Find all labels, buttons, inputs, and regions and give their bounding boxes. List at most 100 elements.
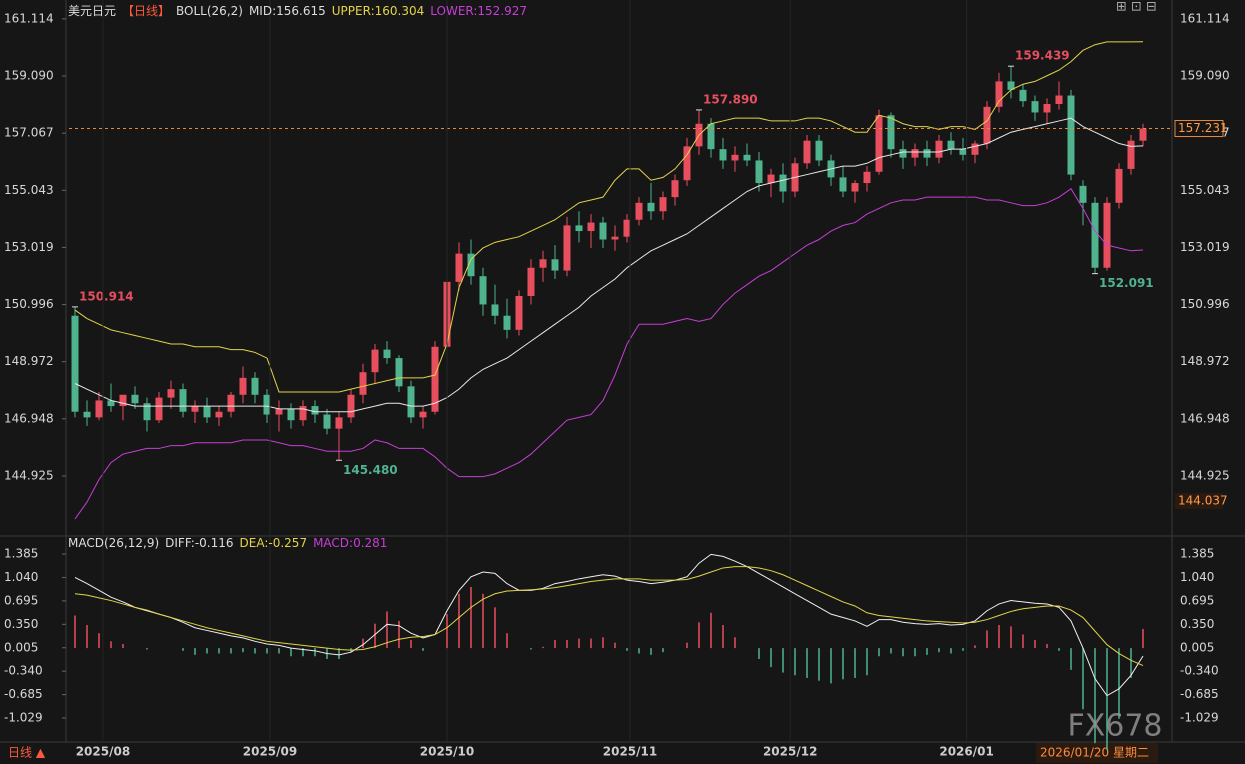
candle-body (467, 253, 475, 277)
candle-body (587, 222, 595, 232)
candle-body (779, 174, 787, 192)
y-tick-label: -0.685 (1180, 687, 1219, 701)
x-tick-label: 2025/11 (603, 745, 657, 759)
candle-body (275, 408, 283, 415)
candle-body (755, 160, 763, 184)
x-tick-label: 2025/09 (243, 745, 297, 759)
candle-body (287, 408, 295, 421)
y-tick-label: 1.040 (4, 570, 38, 584)
indicator: BOLL(26,2) (176, 4, 243, 18)
y-tick-label: 148.972 (4, 354, 54, 368)
candle-body (479, 276, 487, 305)
candle-body (851, 183, 859, 192)
candle-body (299, 406, 307, 421)
candle-body (527, 267, 535, 296)
candle-body (359, 372, 367, 395)
candle-body (311, 406, 319, 415)
y-tick-label: 148.972 (1180, 354, 1230, 368)
indicator: MACD(26,12,9) (68, 536, 160, 550)
candle-body (743, 154, 751, 161)
candle-body (191, 406, 199, 412)
x-tick-label: 2025/08 (76, 745, 130, 759)
candle-body (1115, 168, 1123, 203)
candle-body (707, 123, 715, 150)
y-tick-label: 159.090 (4, 69, 54, 83)
price-header: 美元日元 【日线】 BOLL(26,2) MID:156.615 UPPER:160.3… (68, 2, 533, 19)
current-price-box (1174, 120, 1224, 138)
candle-body (995, 81, 1003, 107)
period-switch[interactable]: 日线 ▲ (8, 746, 46, 760)
candle-body (1043, 103, 1051, 113)
candle-body (107, 400, 115, 407)
candle-body (419, 411, 427, 418)
candle-body (803, 140, 811, 164)
window-controls[interactable]: ⊞ ⊡ ⊟ (1116, 0, 1157, 15)
candle-body (611, 236, 619, 240)
macd-header: MACD(26,12,9) DIFF:-0.116 DEA:-0.257 MACD:0… (68, 536, 393, 550)
boll-upper: UPPER:160.304 (331, 4, 425, 18)
y-tick-label: 0.350 (1180, 617, 1214, 631)
extreme-label: 150.914 (79, 289, 134, 303)
macd-value: MACD:0.281 (313, 536, 388, 550)
macd-diff: DIFF:-0.116 (165, 536, 234, 550)
candle-body (491, 304, 499, 316)
candle-body (455, 253, 463, 282)
y-tick-label: 144.925 (4, 468, 54, 482)
candle-body (1091, 202, 1099, 268)
candle-body (143, 403, 151, 421)
x-tick-label: 2025/10 (420, 745, 474, 759)
y-tick-label: 153.019 (4, 240, 54, 254)
y-tick-label: 146.948 (1180, 411, 1230, 425)
cursor-price-label: 144.037 (1178, 494, 1228, 508)
watermark: FX678 (1067, 709, 1162, 744)
candle-body (119, 394, 127, 407)
candle-body (515, 295, 523, 330)
candle-body (1067, 95, 1075, 175)
candle-body (239, 377, 247, 395)
period[interactable]: 【日线】 (122, 4, 171, 18)
y-tick-label: -0.340 (4, 664, 43, 678)
candle-body (215, 411, 223, 418)
candle-body (1031, 101, 1039, 113)
cursor-date-box (1036, 743, 1158, 763)
candle-body (983, 106, 991, 144)
candle-body (635, 202, 643, 220)
x-tick-label: 2025/12 (763, 745, 817, 759)
x-tick-label: 2026/01 (939, 745, 993, 759)
candle-body (431, 346, 439, 412)
candle-body (839, 177, 847, 192)
candle-body (719, 149, 727, 161)
cursor-price-box (1175, 493, 1223, 510)
candle-body (83, 411, 91, 418)
y-tick-label: 0.350 (4, 617, 38, 631)
candle-body (167, 389, 175, 398)
candle-body (179, 389, 187, 412)
candle-body (1007, 81, 1015, 90)
candle-body (767, 174, 775, 184)
y-tick-label: 159.090 (1180, 69, 1230, 83)
candle-body (407, 386, 415, 418)
candle-body (503, 315, 511, 330)
extreme-label: 145.480 (343, 463, 398, 477)
candle-body (203, 406, 211, 418)
y-tick-label: 150.996 (1180, 297, 1230, 311)
candle-body (347, 394, 355, 418)
y-tick-label: 0.695 (4, 593, 38, 607)
candle-body (383, 349, 391, 359)
current-price-label: 157.231 (1178, 121, 1228, 135)
cursor-date: 2026/01/20 星期二 (1040, 746, 1149, 760)
candle-body (623, 219, 631, 237)
y-tick-label: 1.385 (4, 547, 38, 561)
y-tick-label: 1.040 (1180, 570, 1214, 584)
y-tick-label: 0.005 (1180, 640, 1214, 654)
candle-body (551, 259, 559, 271)
y-tick-label: 161.114 (4, 11, 54, 25)
candle-body (923, 149, 931, 158)
candle-body (1019, 89, 1027, 102)
candle-body (671, 180, 679, 198)
candle-body (1079, 185, 1087, 203)
candle-body (1139, 128, 1147, 141)
indicator-line (74, 41, 1144, 393)
